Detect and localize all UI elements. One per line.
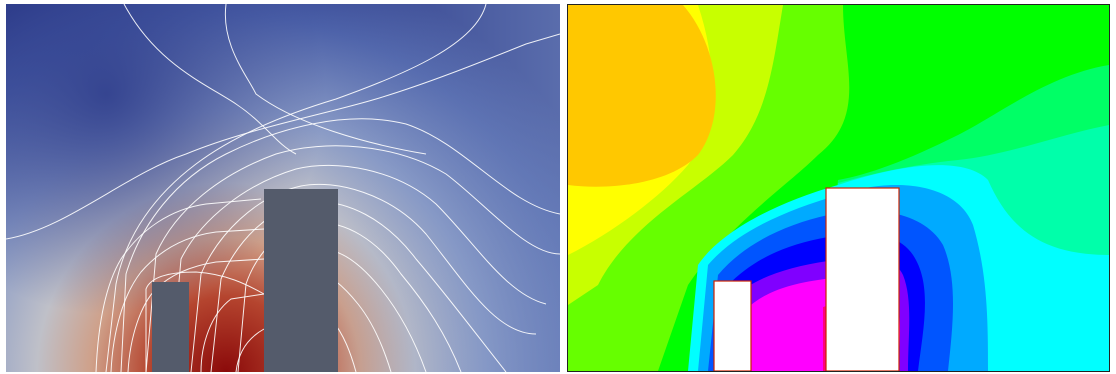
right-field-svg	[568, 5, 1109, 371]
contour-line	[6, 33, 560, 240]
band-orange	[568, 5, 716, 187]
left-field-plot	[6, 4, 560, 372]
contour-line	[95, 198, 262, 372]
contour-line	[170, 164, 547, 372]
small-obstacle	[713, 280, 752, 371]
large-obstacle	[264, 189, 338, 372]
contour-line	[210, 201, 507, 372]
contour-line	[224, 4, 427, 155]
contour-line	[235, 328, 265, 372]
contour-line	[145, 145, 560, 372]
contour-line	[200, 293, 265, 372]
right-field-plot	[567, 4, 1110, 372]
small-obstacle	[152, 282, 189, 372]
contour-line	[190, 183, 537, 372]
large-obstacle	[825, 187, 900, 371]
contour-line	[120, 118, 560, 372]
left-field-svg	[6, 4, 560, 372]
contour-line	[145, 271, 265, 372]
contour-line	[105, 4, 487, 372]
contour-line	[110, 228, 265, 372]
contour-line	[123, 4, 297, 155]
